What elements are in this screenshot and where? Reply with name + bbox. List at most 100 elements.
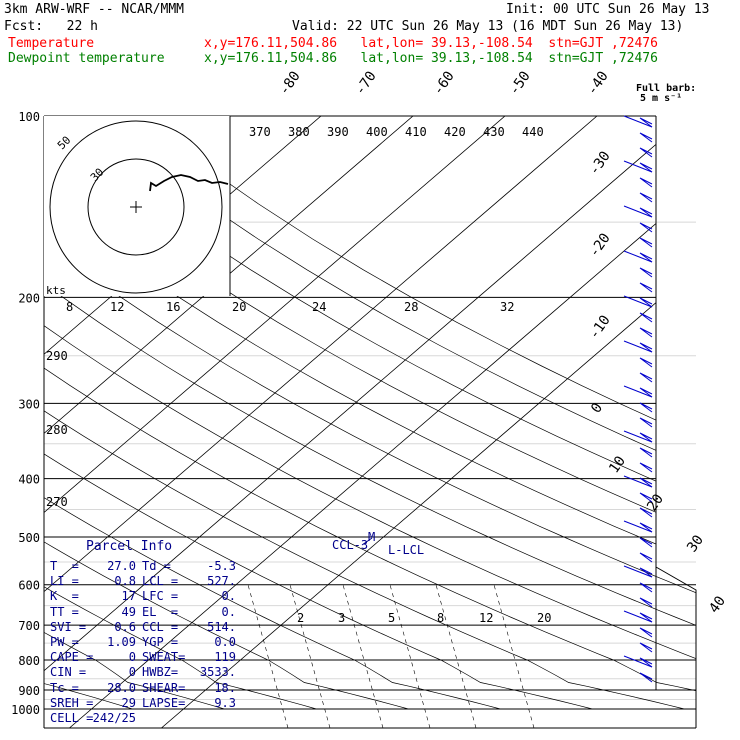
wind-barb (623, 655, 653, 668)
theta-label: 280 (46, 423, 68, 437)
parcel-info-row: CAPE = 0 SWEAT= 119 (50, 650, 236, 665)
pressure-label: 400 (18, 473, 40, 487)
wind-barb (639, 447, 653, 458)
hodograph-trace (149, 174, 229, 192)
hodograph-axis-label: 32 (500, 300, 514, 314)
isotherm-label: -30 (586, 148, 614, 178)
wind-barb (639, 327, 653, 338)
parcel-value: 0.6 (114, 619, 136, 634)
wind-barb (623, 115, 653, 128)
wind-barb (639, 492, 653, 503)
wind-barb (639, 357, 653, 368)
wind-barb (639, 387, 653, 398)
mixing-ratio-label: 5 (388, 611, 395, 625)
parcel-key: PW = (50, 635, 79, 649)
parcel-value: 0 (128, 665, 136, 680)
wind-barb (639, 552, 653, 563)
wind-barb (639, 612, 653, 623)
parcel-info-row: Tc = 28.0 SHEAR= 18. (50, 681, 236, 696)
parcel-key: CIN = (50, 665, 87, 680)
wind-barb (639, 267, 653, 278)
parcel-key: K = (50, 589, 79, 604)
wind-barb (639, 657, 653, 668)
parcel-value: 1.09 (107, 635, 136, 649)
temperature-location: x,y=176.11,504.86 lat,lon= 39.13,-108.54… (204, 36, 658, 51)
parcel-value: 29 (121, 695, 136, 710)
theta-label: 410 (405, 125, 427, 139)
parcel-key: T = (50, 559, 79, 573)
hodograph-ring (87, 158, 185, 256)
temperature-legend-label: Temperature (8, 36, 95, 51)
parcel-value: 17 (121, 589, 136, 604)
dry-adiabat (44, 116, 225, 710)
mixing-ratio-line (389, 584, 431, 728)
pressure-label: 200 (18, 291, 40, 305)
wind-barb (623, 520, 653, 533)
pressure-label: 700 (18, 619, 40, 633)
dry-adiabat (44, 116, 409, 710)
hodograph-ring (49, 120, 223, 294)
wind-barb (639, 567, 653, 578)
hodograph-axis-label: 20 (232, 300, 246, 314)
dry-adiabat (90, 116, 696, 710)
parcel-value: 0.8 (114, 574, 136, 589)
parcel-info-row: K = 17 LFC = 0. (50, 589, 236, 604)
isotherm-label: -40 (584, 68, 612, 98)
parcel-info-row: CIN = 0 HWBZ= 3533. (50, 665, 236, 680)
wind-barb (639, 252, 653, 263)
isotherm-label: -60 (430, 68, 458, 98)
isotherm-label: 40 (706, 593, 729, 616)
isotherm-label: -80 (276, 68, 304, 98)
parcel-key: SREH = (50, 695, 94, 710)
parcel-key: LFC = (142, 589, 179, 604)
parcel-info-row: SREH = 29 LAPSE= 9.3 (50, 696, 236, 711)
pressure-label: 800 (18, 654, 40, 668)
wind-barb (623, 475, 653, 488)
mixing-ratio-label: 2 (297, 611, 304, 625)
parcel-key: SWEAT= (142, 650, 186, 665)
parcel-info-row: SVI = 0.6 CCL = 514. (50, 620, 236, 635)
theta-label: 400 (366, 125, 388, 139)
parcel-value: 119 (214, 650, 236, 665)
dry-adiabat (44, 116, 317, 710)
parcel-key: CAPE = (50, 650, 94, 665)
wind-barb (623, 430, 653, 443)
wind-barb (639, 402, 653, 413)
dry-adiabat (44, 116, 501, 710)
isotherm-label: 10 (606, 453, 629, 476)
barb-note-unit: 5 m s⁻¹ (640, 93, 683, 104)
parcel-value: 49 (121, 604, 136, 619)
parcel-info-row: TT = 49 EL = 0. (50, 605, 236, 620)
parcel-key: HWBZ= (142, 665, 179, 680)
theta-label: 270 (46, 495, 68, 509)
parcel-value: 27.0 (107, 559, 136, 573)
wind-barb (623, 565, 653, 578)
isotherm-line (161, 116, 696, 728)
parcel-value: 0 (128, 650, 136, 665)
init-time: Init: 00 UTC Sun 26 May 13 (506, 2, 710, 17)
parcel-key: LAPSE= (142, 695, 186, 710)
dry-adiabat (44, 116, 685, 710)
theta-label: 420 (444, 125, 466, 139)
level-marker: M (368, 530, 375, 544)
pressure-label: 500 (18, 531, 40, 545)
hodograph-axis-label: 28 (404, 300, 418, 314)
parcel-key: EL = (142, 604, 179, 619)
parcel-value: 527. (207, 574, 236, 589)
hodograph-axis-label: 12 (110, 300, 124, 314)
pressure-label: 100 (18, 110, 40, 124)
isotherm-line (44, 116, 506, 728)
parcel-key: TT = (50, 604, 79, 619)
wind-barb (639, 582, 653, 593)
mixing-ratio-line (289, 584, 331, 728)
isotherm-line (44, 116, 690, 728)
wind-barb (639, 417, 653, 428)
theta-label: 390 (327, 125, 349, 139)
mixing-ratio-line (247, 584, 289, 728)
wind-barb (639, 642, 653, 653)
theta-label: 370 (249, 125, 271, 139)
mixing-ratio-label: 12 (479, 611, 493, 625)
parcel-info-row: T = 27.0 Td = -5.3 (50, 559, 236, 574)
isotherm-label: -20 (586, 230, 614, 260)
